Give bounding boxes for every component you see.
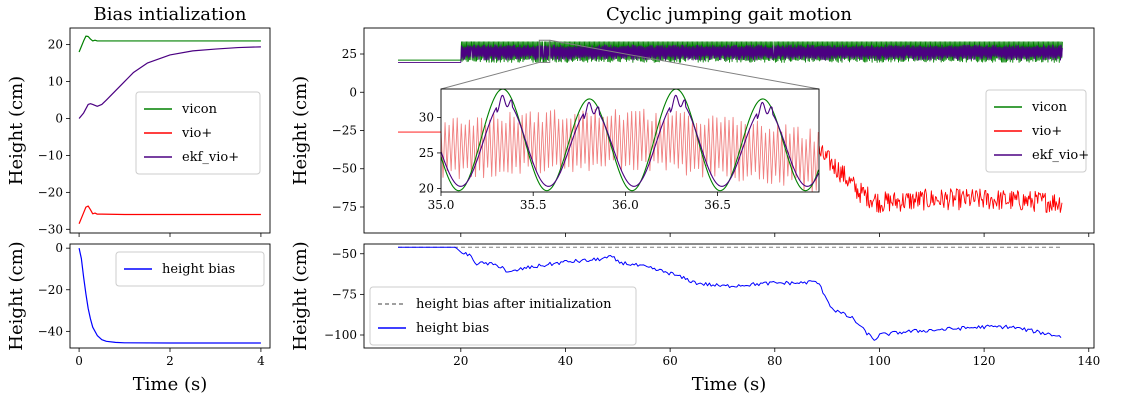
legend-label: height bias after initialization (416, 297, 612, 312)
chart-title: Cyclic jumping gait motion (606, 4, 852, 25)
inset-frame (440, 88, 820, 193)
legend-box (369, 286, 637, 346)
inset-series-ekf_vio+ (441, 94, 819, 187)
series-line-vicon (78, 35, 261, 53)
y-tick-label: −20 (38, 283, 63, 297)
chart-panel-bias-init-height: 0 2 4 −40 −20 0 Height (cm) Time (s) height bias (6, 241, 271, 395)
y-tick-label: −30 (38, 222, 63, 236)
y-tick-label: 20 (48, 38, 63, 52)
legend-box (115, 251, 265, 287)
series-line-ekf_vio+ (78, 46, 261, 119)
legend-box (135, 91, 261, 175)
legend-label: vicon (1031, 100, 1068, 115)
y-axis-label: Height (cm) (290, 241, 311, 350)
legend-label: ekf_vio+ (182, 150, 239, 165)
x-tick-label: 0 (75, 354, 83, 368)
y-axis-label: Height (cm) (6, 241, 27, 350)
y-axis-label: Height (cm) (6, 76, 27, 185)
legend-label: height bias (416, 321, 489, 336)
x-tick-label: 4 (257, 354, 265, 368)
axes-frame (69, 243, 271, 349)
x-tick-label: 2 (166, 354, 174, 368)
axes-frame (69, 27, 271, 234)
zoom-region-box (538, 39, 551, 63)
inset-x-tick-label: 36.5 (704, 198, 731, 212)
y-tick-label: 25 (342, 47, 357, 61)
zoom-connector-right (549, 39, 820, 90)
legend-box (985, 89, 1087, 173)
y-tick-label: 0 (349, 85, 357, 99)
y-tick-label: 0 (55, 241, 63, 255)
legend-label: height bias (162, 262, 235, 277)
x-tick-label: 60 (662, 354, 677, 368)
legend-label: vio+ (1031, 124, 1062, 139)
x-tick-label: 40 (558, 354, 573, 368)
series-line-height bias (78, 248, 261, 344)
x-tick-label: 120 (973, 354, 996, 368)
x-tick-label: 80 (767, 354, 782, 368)
zoom-connector-left (440, 61, 540, 90)
y-tick-label: −20 (38, 185, 63, 199)
y-tick-label: −10 (38, 148, 63, 162)
inset-y-tick-label: 30 (419, 110, 434, 124)
chart-panel-height-bias: 20 40 60 80 100 120 140 −100 −75 −50 Height (cm) Ti… (290, 241, 1100, 395)
inset-x-tick-label: 35.5 (520, 198, 547, 212)
legend-label: ekf_vio+ (1032, 148, 1089, 163)
y-tick-label: −75 (332, 287, 357, 301)
chart-title: Bias intialization (94, 4, 247, 25)
y-tick-label: −100 (324, 328, 357, 342)
y-tick-label: −75 (332, 200, 357, 214)
y-tick-label: −50 (332, 247, 357, 261)
y-tick-label: −50 (332, 162, 357, 176)
inset-y-tick-label: 25 (419, 146, 434, 160)
y-axis-label: Height (cm) (290, 76, 311, 185)
y-tick-label: −40 (38, 324, 63, 338)
y-tick-label: 10 (48, 75, 63, 89)
x-tick-label: 20 (453, 354, 468, 368)
chart-panel-cyclic-jumping: −75 −50 −25 0 25 Cyclic jumping gait motion He… (290, 4, 1095, 237)
axes-frame (363, 243, 1095, 349)
y-tick-label: −25 (332, 124, 357, 138)
inset-x-tick-label: 36.0 (612, 198, 639, 212)
inset-chart: 35.0 35.5 36.0 36.5 20 25 30 (419, 88, 820, 212)
inset-x-tick-label: 35.0 (428, 198, 455, 212)
inset-background (441, 89, 819, 192)
x-tick-label: 100 (868, 354, 891, 368)
inset-y-tick-label: 20 (419, 181, 434, 195)
series-line-vio+ (78, 205, 261, 224)
x-axis-label: Time (s) (692, 374, 767, 395)
inset-series-vio+ (441, 108, 819, 192)
x-tick-label: 140 (1077, 354, 1100, 368)
axes-frame (363, 27, 1095, 234)
series-line-height-bias (398, 246, 1062, 341)
chart-panel-bias-init: −30 −20 −10 0 10 20 Bias intialization Height (… (6, 4, 271, 237)
legend-label: vicon (181, 102, 218, 117)
x-axis-label: Time (s) (133, 374, 208, 395)
series-line-ekf_vio+ (398, 44, 1063, 63)
y-tick-label: 0 (55, 111, 63, 125)
legend-label: vio+ (181, 126, 212, 141)
